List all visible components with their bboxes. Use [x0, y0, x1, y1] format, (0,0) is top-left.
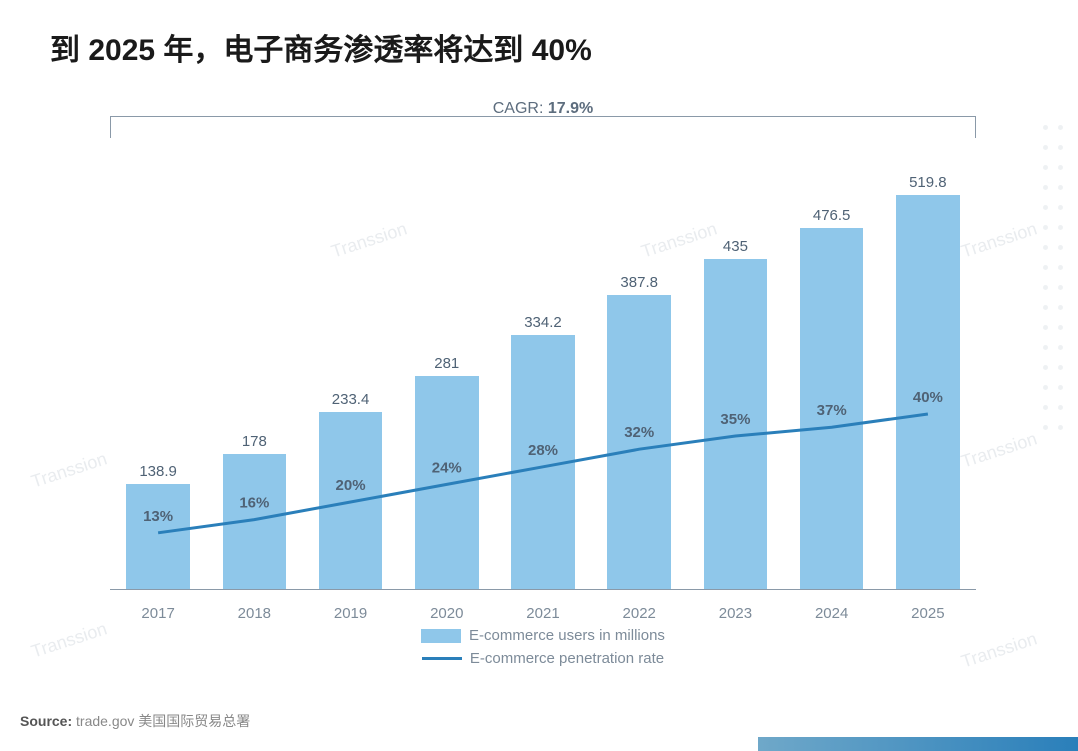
x-axis-label: 2025	[880, 605, 976, 622]
chart-container: CAGR: 17.9% 138.9 178 233.4 281 334.2 387.8 43…	[95, 100, 991, 670]
bar	[319, 412, 383, 589]
x-axis-label: 2022	[591, 605, 687, 622]
cagr-value: 17.9%	[548, 100, 593, 117]
bar-value-label: 476.5	[813, 207, 851, 224]
x-axis-label: 2024	[784, 605, 880, 622]
legend-line-label: E-commerce penetration rate	[470, 650, 664, 667]
bar-value-label: 435	[723, 238, 748, 255]
bar-slot: 334.2	[495, 150, 591, 589]
source-text: trade.gov 美国国际贸易总署	[76, 713, 250, 729]
bar-value-label: 178	[242, 433, 267, 450]
bar	[704, 259, 768, 589]
legend-bar-swatch	[421, 629, 461, 643]
plot-area: 138.9 178 233.4 281 334.2 387.8 435 476.5 519.8	[110, 150, 976, 590]
bar	[607, 295, 671, 589]
bar	[511, 335, 575, 589]
accent-bar	[758, 737, 1078, 751]
legend-bar-label: E-commerce users in millions	[469, 627, 665, 644]
legend-bars: E-commerce users in millions	[421, 627, 665, 644]
bar	[896, 195, 960, 589]
bar-value-label: 334.2	[524, 314, 562, 331]
bar-slot: 476.5	[784, 150, 880, 589]
x-axis-labels: 201720182019202020212022202320242025	[110, 605, 976, 622]
bar	[223, 454, 287, 589]
bar-value-label: 281	[434, 355, 459, 372]
bars-group: 138.9 178 233.4 281 334.2 387.8 435 476.5 519.8	[110, 150, 976, 589]
bar-value-label: 387.8	[620, 274, 658, 291]
x-axis-label: 2018	[206, 605, 302, 622]
x-axis-label: 2023	[687, 605, 783, 622]
source-citation: Source: trade.gov 美国国际贸易总署	[20, 711, 250, 731]
cagr-prefix: CAGR:	[493, 100, 544, 117]
legend-line-swatch	[422, 657, 462, 660]
x-axis-label: 2019	[302, 605, 398, 622]
cagr-bracket	[110, 116, 976, 138]
bar	[415, 376, 479, 589]
x-axis-label: 2017	[110, 605, 206, 622]
bar-value-label: 519.8	[909, 174, 947, 191]
bar-slot: 435	[687, 150, 783, 589]
bar-value-label: 138.9	[139, 463, 177, 480]
bar-slot: 281	[399, 150, 495, 589]
legend-line: E-commerce penetration rate	[422, 650, 664, 667]
x-axis-label: 2021	[495, 605, 591, 622]
bar-slot: 138.9	[110, 150, 206, 589]
bar-slot: 233.4	[302, 150, 398, 589]
legend: E-commerce users in millions E-commerce …	[95, 624, 991, 670]
bar	[126, 484, 190, 589]
bar-slot: 519.8	[880, 150, 976, 589]
bar-slot: 178	[206, 150, 302, 589]
bar-slot: 387.8	[591, 150, 687, 589]
slide-title: 到 2025 年，电子商务渗透率将达到 40%	[0, 0, 1078, 69]
bar	[800, 228, 864, 589]
bar-value-label: 233.4	[332, 391, 370, 408]
decorative-dots	[1038, 120, 1078, 440]
source-prefix: Source:	[20, 713, 72, 729]
x-axis-label: 2020	[399, 605, 495, 622]
